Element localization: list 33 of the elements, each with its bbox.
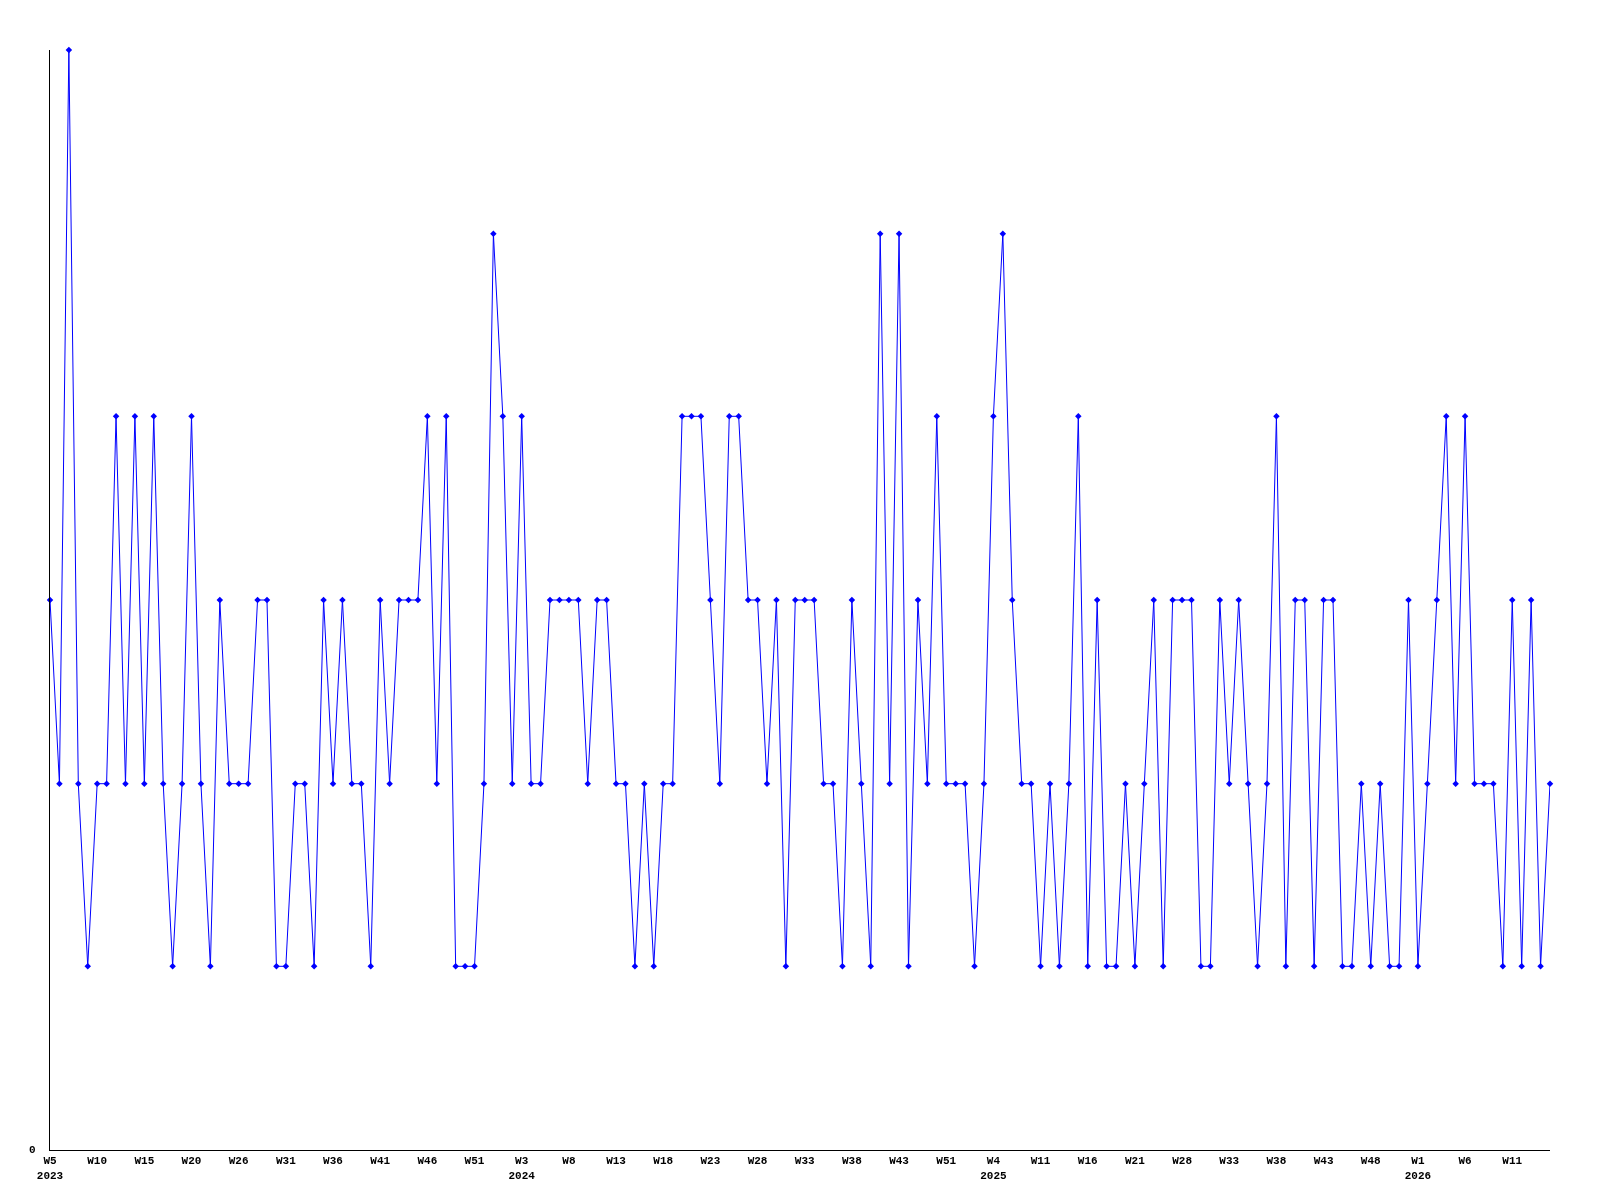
x-tick-label: W38 — [841, 1155, 863, 1168]
x-tick-label: W4 2025 — [980, 1155, 1007, 1182]
x-tick-label: W26 — [228, 1155, 249, 1168]
x-tick-label: W28 — [747, 1155, 768, 1168]
x-tick-label: W5 2023 — [36, 1155, 64, 1182]
x-tick-label: W28 — [1172, 1155, 1193, 1168]
x-tick-label: W46 — [417, 1155, 438, 1168]
x-tick-label: W3 2024 — [508, 1155, 536, 1182]
x-tick-label: W43 — [889, 1155, 910, 1168]
x-tick-label: W51 — [936, 1155, 957, 1168]
x-tick-label: W20 — [181, 1155, 202, 1168]
x-tick-label: W41 — [370, 1155, 391, 1168]
x-tick-label: W18 — [653, 1155, 674, 1168]
x-tick-label: W33 — [1219, 1155, 1240, 1168]
x-tick-label: W11 — [1502, 1155, 1523, 1168]
x-tick-label: W6 — [1458, 1155, 1472, 1168]
x-tick-label: W13 — [606, 1155, 627, 1168]
x-tick-label: W15 — [134, 1155, 155, 1168]
x-tick-label: W51 — [464, 1155, 485, 1168]
x-tick-label: W36 — [323, 1155, 343, 1168]
x-tick-label: W1 2026 — [1404, 1155, 1432, 1182]
x-tick-label: W21 — [1125, 1155, 1146, 1168]
x-tick-label: W16 — [1077, 1155, 1098, 1168]
x-tick-label: W33 — [794, 1155, 816, 1168]
x-tick-label: W31 — [275, 1155, 297, 1168]
x-tick-label: W11 — [1030, 1155, 1051, 1168]
x-tick-label: W48 — [1360, 1155, 1382, 1168]
x-tick-label: W23 — [700, 1155, 721, 1168]
x-tick-label: W10 — [87, 1155, 108, 1168]
x-tick-label: W8 — [562, 1155, 576, 1168]
text: 0 — [29, 1144, 36, 1156]
x-tick-label: W43 — [1313, 1155, 1334, 1168]
x-tick-label: W38 — [1266, 1155, 1287, 1168]
